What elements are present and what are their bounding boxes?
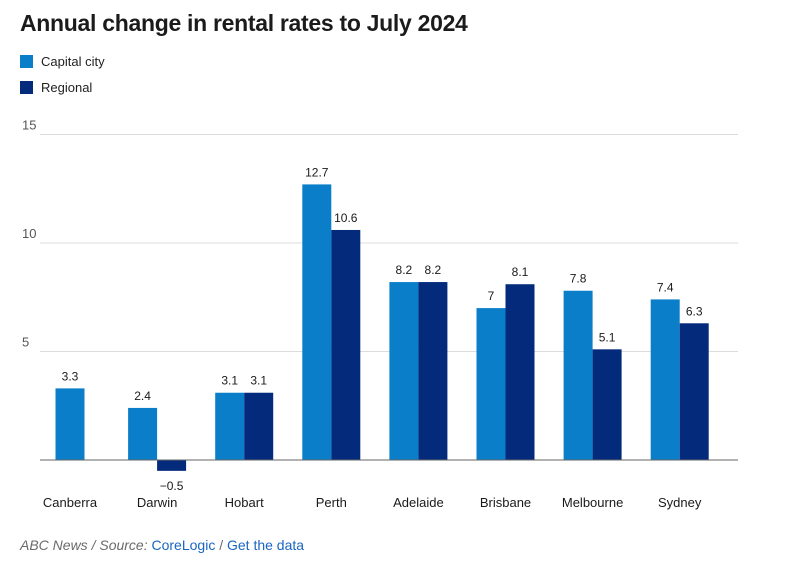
data-label: 7.8 — [570, 272, 587, 286]
bar-regional — [157, 460, 187, 471]
data-label: 3.1 — [221, 374, 238, 388]
bar-regional — [592, 349, 622, 460]
bar-capital-city — [128, 407, 158, 460]
bar-capital-city — [476, 308, 506, 460]
bar-regional — [505, 284, 535, 460]
data-label: 6.3 — [686, 304, 703, 318]
x-tick-label: Melbourne — [562, 495, 623, 510]
data-label: 7 — [488, 289, 495, 303]
x-tick-label: Darwin — [137, 495, 177, 510]
data-label: 12.7 — [305, 165, 329, 179]
bar-capital-city — [389, 282, 419, 460]
x-tick-label: Adelaide — [393, 495, 444, 510]
legend-swatch-capital-city — [20, 54, 33, 68]
bar-capital-city — [302, 184, 332, 460]
x-tick-label: Sydney — [658, 495, 702, 510]
footer-source-label: Source: — [99, 537, 152, 553]
bar-capital-city — [215, 392, 245, 460]
legend-item-capital-city: Capital city — [20, 48, 105, 74]
legend-label-regional: Regional — [41, 79, 93, 95]
bar-regional — [418, 282, 448, 460]
x-tick-label: Canberra — [43, 495, 98, 510]
data-label: 7.4 — [657, 280, 674, 294]
data-label: 3.1 — [250, 374, 267, 388]
bar-regional — [679, 323, 709, 460]
bar-capital-city — [563, 290, 593, 460]
bar-regional — [244, 392, 274, 460]
x-tick-label: Hobart — [225, 495, 264, 510]
footer-separator: / — [215, 537, 227, 553]
source-link[interactable]: CoreLogic — [151, 537, 216, 553]
data-label: 8.2 — [396, 263, 413, 277]
bar-regional — [331, 229, 361, 460]
chart-title: Annual change in rental rates to July 20… — [20, 10, 468, 36]
legend-label-capital-city: Capital city — [41, 53, 105, 69]
data-label: 8.1 — [512, 265, 529, 279]
get-the-data-link[interactable]: Get the data — [227, 537, 305, 553]
y-tick-label: 15 — [22, 118, 36, 133]
y-tick-label: 10 — [22, 226, 36, 241]
data-label: 3.3 — [62, 369, 79, 383]
x-tick-label: Brisbane — [480, 495, 531, 510]
data-label: 10.6 — [334, 211, 358, 225]
data-label: 2.4 — [134, 389, 151, 403]
data-label: 5.1 — [599, 330, 616, 344]
footer: ABC News / Source: CoreLogic / Get the d… — [20, 537, 304, 553]
bar-capital-city — [650, 299, 680, 460]
data-label: 8.2 — [425, 263, 442, 277]
legend: Capital city Regional — [20, 48, 105, 100]
legend-item-regional: Regional — [20, 74, 105, 100]
bar-capital-city — [55, 388, 85, 460]
x-tick-label: Perth — [316, 495, 347, 510]
y-tick-label: 5 — [22, 335, 29, 350]
data-label: −0.5 — [160, 479, 184, 493]
footer-publisher: ABC News — [20, 537, 88, 553]
legend-swatch-regional — [20, 80, 33, 94]
footer-separator: / — [87, 537, 100, 553]
